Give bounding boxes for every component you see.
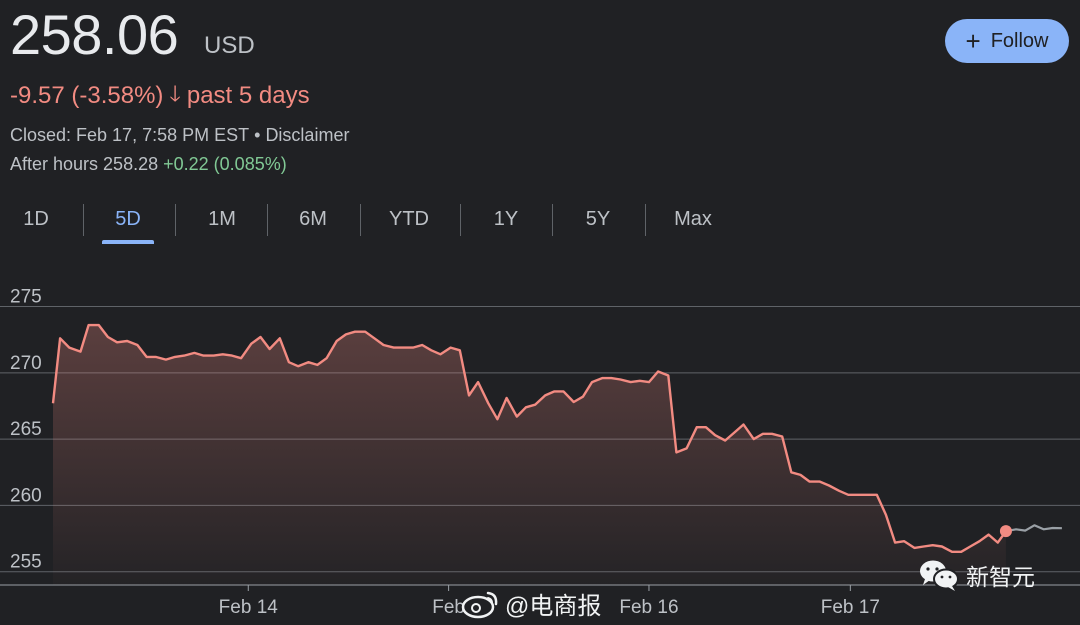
- range-tabs: 1D 5D 1M 6M YTD 1Y 5Y Max: [0, 200, 760, 244]
- closed-time: Closed: Feb 17, 7:58 PM EST: [10, 125, 250, 145]
- series-lines: [51, 323, 1062, 553]
- tab-divider: [460, 204, 461, 236]
- area-fill: [53, 325, 1006, 585]
- after-hours: After hours 258.28 +0.22 (0.085%): [10, 154, 287, 175]
- y-tick-label: 270: [10, 353, 42, 374]
- y-tick-label: 265: [10, 419, 42, 440]
- wechat-account: 新智元: [966, 564, 1035, 590]
- plus-icon: +: [965, 26, 981, 56]
- change-value: -9.57 (-3.58%): [10, 82, 164, 109]
- weibo-handle: @电商报: [505, 593, 602, 620]
- tab-ytd[interactable]: YTD: [389, 208, 429, 230]
- after-hours-line: [1005, 524, 1062, 533]
- tab-max[interactable]: Max: [674, 208, 712, 230]
- price-area: [53, 325, 1006, 585]
- price-change: -9.57 (-3.58%) 🡓 past 5 days: [10, 77, 310, 115]
- separator-dot: •: [254, 125, 261, 145]
- tab-6m[interactable]: 6M: [299, 208, 327, 230]
- tab-1d[interactable]: 1D: [23, 208, 49, 230]
- follow-button[interactable]: + Follow: [945, 19, 1069, 63]
- y-tick-label: 255: [10, 552, 42, 573]
- wechat-icon: [920, 560, 959, 591]
- tab-1y[interactable]: 1Y: [493, 208, 519, 230]
- follow-label: Follow: [990, 29, 1049, 52]
- tab-1m[interactable]: 1M: [208, 208, 236, 230]
- market-status: Closed: Feb 17, 7:58 PM EST • Disclaimer: [10, 125, 349, 146]
- tab-divider: [83, 204, 84, 236]
- currency-label: USD: [204, 32, 255, 59]
- y-tick-label: 275: [10, 287, 42, 308]
- disclaimer-link[interactable]: Disclaimer: [265, 125, 350, 145]
- arrow-down-icon: 🡓: [169, 81, 181, 106]
- tab-divider: [552, 204, 553, 236]
- price-chart: 255 260 265 270 275 Feb 14 Feb Feb 16 Feb 17: [0, 287, 1080, 618]
- tab-5d[interactable]: 5D: [102, 200, 154, 244]
- change-period: past 5 days: [186, 82, 310, 109]
- after-hours-price: After hours 258.28: [10, 154, 159, 174]
- y-tick-labels: 255 260 265 270 275: [10, 287, 42, 573]
- x-tick-label: Feb 14: [219, 597, 279, 618]
- tab-divider: [645, 204, 646, 236]
- tab-5y[interactable]: 5Y: [585, 208, 611, 230]
- x-tick-labels: Feb 14 Feb Feb 16 Feb 17: [219, 597, 880, 618]
- stock-price: 258.06: [10, 3, 179, 66]
- x-tick-label: Feb 16: [619, 597, 678, 618]
- wechat-watermark: 新智元: [918, 558, 1035, 592]
- markers: [999, 525, 1012, 538]
- tab-divider: [267, 204, 268, 236]
- weibo-watermark: @电商报: [461, 586, 601, 621]
- x-tick-label: Feb 17: [821, 597, 880, 618]
- y-tick-label: 260: [10, 485, 42, 506]
- after-hours-change: +0.22 (0.085%): [163, 154, 287, 174]
- tab-divider: [175, 204, 176, 236]
- close-marker: [999, 525, 1012, 538]
- tab-divider: [360, 204, 361, 236]
- weibo-icon: [461, 591, 498, 618]
- x-tick-label: Feb: [432, 597, 465, 618]
- price-line: [51, 323, 1007, 553]
